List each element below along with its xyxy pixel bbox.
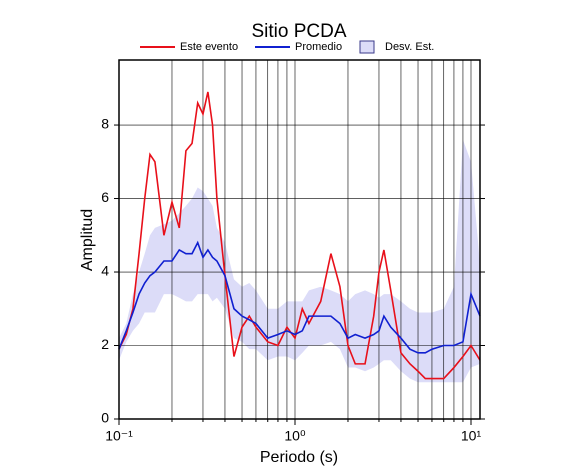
x-tick-label: 10⁰ <box>284 428 306 444</box>
chart-title: Sitio PCDA <box>251 21 346 42</box>
legend-label: Este evento <box>180 41 238 53</box>
series-line <box>118 91 481 380</box>
x-axis-label: Periodo (s) <box>260 449 338 466</box>
y-tick-label: 8 <box>101 116 109 132</box>
x-tick-label: 10¹ <box>461 428 482 444</box>
y-tick-label: 0 <box>101 410 109 426</box>
y-tick-label: 2 <box>101 336 109 352</box>
x-tick-label: 10⁻¹ <box>105 428 133 444</box>
y-axis-label: Amplitud <box>79 209 96 271</box>
series-line <box>118 240 481 354</box>
plot-frame <box>118 59 481 420</box>
std-band <box>119 139 480 383</box>
y-tick-label: 6 <box>101 189 109 205</box>
legend-label: Desv. Est. <box>385 41 434 53</box>
legend-swatch <box>359 40 375 54</box>
y-tick-label: 4 <box>101 263 109 279</box>
legend-label: Promedio <box>295 41 342 53</box>
